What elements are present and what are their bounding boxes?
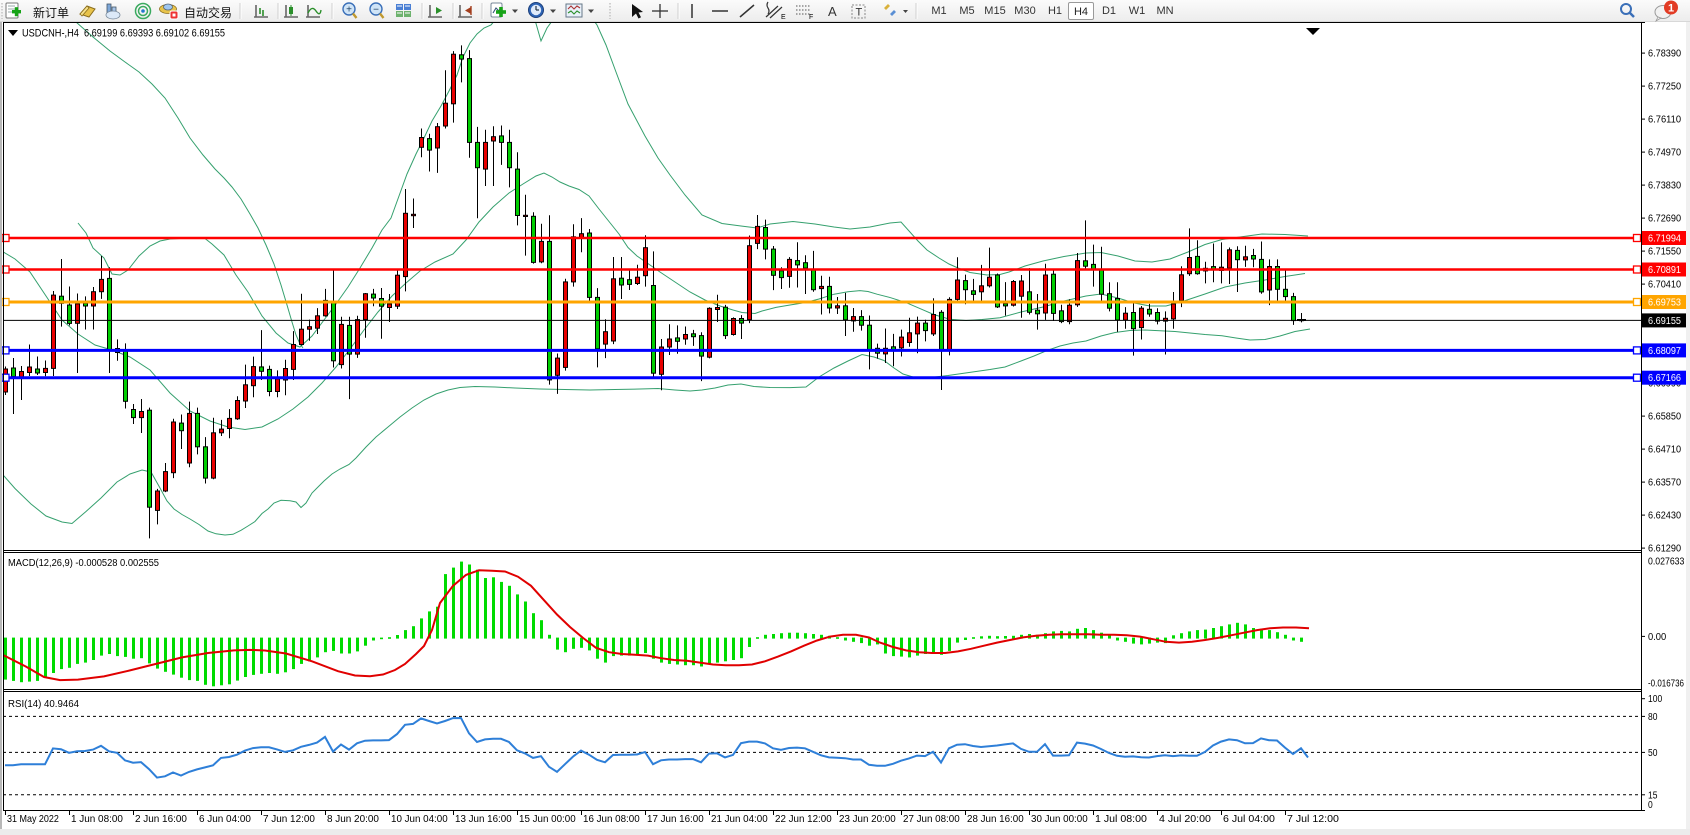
svg-text:MACD(12,26,9) -0.000528 0.0025: MACD(12,26,9) -0.000528 0.002555 [8, 558, 159, 569]
svg-text:1 Jun 08:00: 1 Jun 08:00 [71, 814, 123, 825]
svg-text:50: 50 [1648, 748, 1658, 759]
svg-text:-0.016736: -0.016736 [1648, 679, 1684, 690]
svg-text:6.65850: 6.65850 [1648, 412, 1681, 423]
svg-text:6.73830: 6.73830 [1648, 181, 1681, 192]
svg-text:6.70891: 6.70891 [1648, 265, 1681, 276]
svg-text:1 Jul 08:00: 1 Jul 08:00 [1095, 814, 1147, 825]
svg-text:8 Jun 20:00: 8 Jun 20:00 [327, 814, 379, 825]
svg-text:6.78390: 6.78390 [1648, 49, 1681, 60]
svg-text:6.69155: 6.69155 [1648, 316, 1681, 327]
svg-text:4 Jul 20:00: 4 Jul 20:00 [1159, 814, 1211, 825]
svg-text:27 Jun 08:00: 27 Jun 08:00 [903, 814, 960, 825]
svg-text:7 Jul 12:00: 7 Jul 12:00 [1287, 814, 1339, 825]
svg-text:6.64710: 6.64710 [1648, 445, 1681, 456]
svg-text:6.62430: 6.62430 [1648, 511, 1681, 522]
svg-text:A: A [828, 4, 837, 19]
svg-text:0.00: 0.00 [1648, 632, 1667, 643]
svg-text:17 Jun 16:00: 17 Jun 16:00 [647, 814, 704, 825]
svg-text:6.70410: 6.70410 [1648, 280, 1681, 291]
svg-text:6.63570: 6.63570 [1648, 478, 1681, 489]
svg-text:6.72690: 6.72690 [1648, 214, 1681, 225]
svg-text:100: 100 [1648, 694, 1663, 705]
svg-text:80: 80 [1648, 712, 1658, 723]
svg-text:6.68097: 6.68097 [1648, 346, 1681, 357]
svg-text:22 Jun 12:00: 22 Jun 12:00 [775, 814, 832, 825]
svg-text:6.74970: 6.74970 [1648, 148, 1681, 159]
svg-text:−: − [373, 5, 379, 16]
svg-text:13 Jun 16:00: 13 Jun 16:00 [455, 814, 512, 825]
svg-text:6.61290: 6.61290 [1648, 544, 1681, 555]
svg-text:6.77250: 6.77250 [1648, 82, 1681, 93]
svg-text:10 Jun 04:00: 10 Jun 04:00 [391, 814, 448, 825]
svg-text:6.71994: 6.71994 [1648, 234, 1681, 245]
svg-text:23 Jun 20:00: 23 Jun 20:00 [839, 814, 896, 825]
svg-text:F: F [809, 14, 813, 21]
svg-text:16 Jun 08:00: 16 Jun 08:00 [583, 814, 640, 825]
svg-text:31 May 2022: 31 May 2022 [7, 814, 59, 825]
svg-text:6.71550: 6.71550 [1648, 247, 1681, 258]
svg-text:6 Jun 04:00: 6 Jun 04:00 [199, 814, 251, 825]
svg-text:28 Jun 16:00: 28 Jun 16:00 [967, 814, 1024, 825]
svg-text:30 Jun 00:00: 30 Jun 00:00 [1031, 814, 1088, 825]
svg-text:RSI(14) 40.9464: RSI(14) 40.9464 [8, 699, 79, 710]
svg-text:21 Jun 04:00: 21 Jun 04:00 [711, 814, 768, 825]
svg-text:7 Jun 12:00: 7 Jun 12:00 [263, 814, 315, 825]
svg-text:E: E [781, 14, 786, 21]
svg-text:15: 15 [1648, 790, 1658, 801]
svg-text:15 Jun 00:00: 15 Jun 00:00 [519, 814, 576, 825]
svg-text:6.69753: 6.69753 [1648, 298, 1681, 309]
svg-text:2 Jun 16:00: 2 Jun 16:00 [135, 814, 187, 825]
svg-text:USDCNH-,H4 6.69199 6.69393 6.: USDCNH-,H4 6.69199 6.69393 6.69102 6.691… [22, 28, 225, 40]
svg-text:6.67166: 6.67166 [1648, 373, 1681, 384]
svg-text:T: T [856, 7, 863, 19]
svg-text:6 Jul 04:00: 6 Jul 04:00 [1223, 814, 1275, 825]
svg-text:1: 1 [1668, 3, 1674, 15]
svg-text:+: + [346, 5, 352, 16]
svg-text:0: 0 [1648, 800, 1653, 811]
svg-text:6.76110: 6.76110 [1648, 115, 1681, 126]
svg-text:0.027633: 0.027633 [1648, 557, 1685, 568]
